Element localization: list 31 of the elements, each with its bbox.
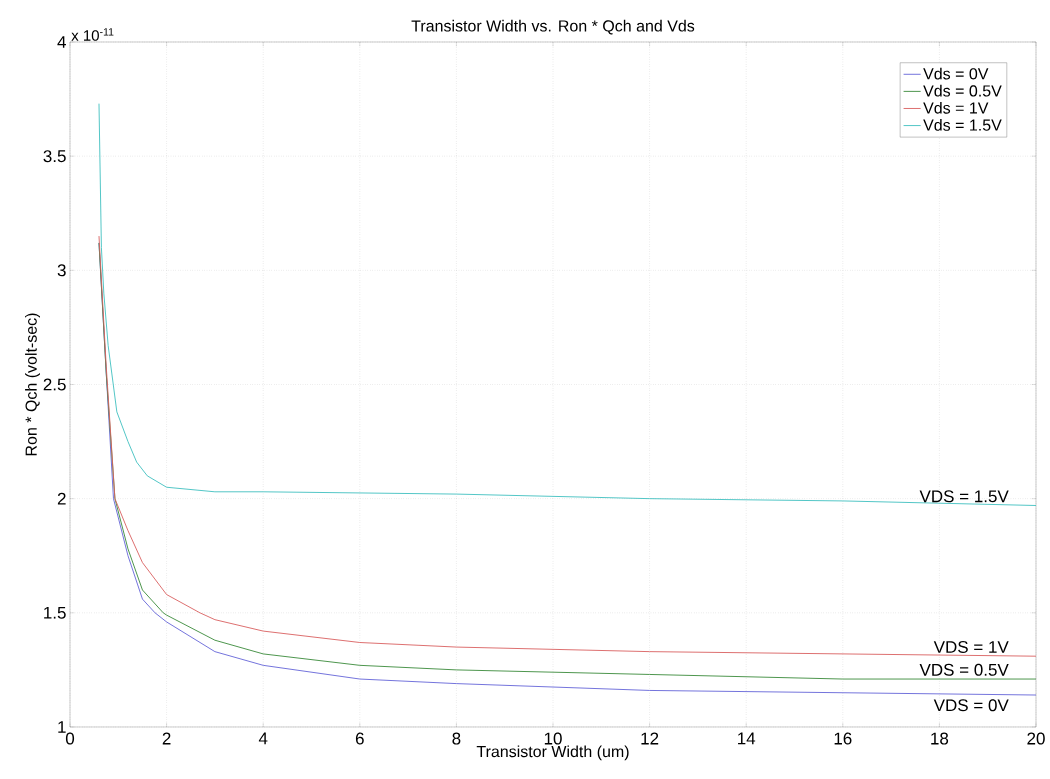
x-tick-label: 16 <box>834 732 852 745</box>
y-tick-label: 2 <box>57 492 66 505</box>
x-tick-label: 0 <box>65 732 75 745</box>
x-tick-label: 8 <box>452 732 461 745</box>
x-tick-label: 4 <box>258 732 268 745</box>
legend-label: Vds = 1V <box>923 101 989 114</box>
x-tick-label: 10 <box>544 732 562 745</box>
y-tick-label: 4 <box>57 36 66 48</box>
annotation: VDS = 0V <box>933 699 1009 712</box>
legend-label: Vds = 0.5V <box>923 84 1002 97</box>
line-series <box>98 103 1037 506</box>
x-tick-label: 2 <box>162 732 171 745</box>
x-axis-title: Transistor Width (um) <box>476 745 629 761</box>
text: x 10$^{-11}$ <box>71 28 114 41</box>
annotation: VDS = 1.5V <box>919 490 1009 503</box>
x-tick-label: 20 <box>1027 732 1045 745</box>
legend-label: Vds = 1.5V <box>923 119 1002 131</box>
legend-label: Vds = 0V <box>923 67 989 80</box>
y-tick-label: 1.5 <box>44 606 66 619</box>
y-axis-title: Ron * Qch (volt-sec) <box>25 313 40 456</box>
y-tick-label: 3.5 <box>43 150 66 163</box>
annotation: VDS = 1V <box>933 640 1009 654</box>
annotation: VDS = 0.5V <box>919 663 1009 676</box>
y-tick-label: 2.5 <box>43 378 66 391</box>
x-tick-label: 18 <box>931 732 949 745</box>
x-tick-label: 6 <box>355 732 364 745</box>
chart-title: Transistor Width vs. Ron * Qch and Vds <box>411 19 695 35</box>
y-tick-label: 3 <box>57 264 66 277</box>
y-tick-label: 1 <box>58 721 66 733</box>
x-tick-label: 14 <box>738 732 756 745</box>
x-tick-label: 12 <box>641 732 659 745</box>
